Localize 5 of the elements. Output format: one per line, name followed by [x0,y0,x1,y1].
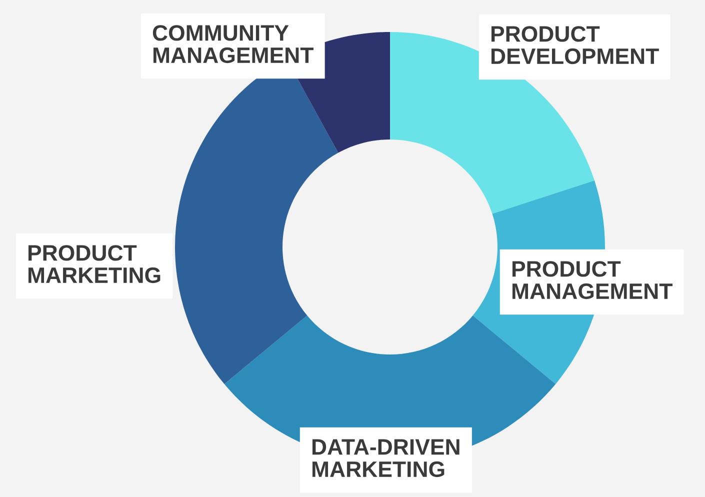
slice-label: DATA-DRIVEN MARKETING [312,439,460,478]
slice-label: PRODUCT MARKETING [28,245,160,284]
slice-label: PRODUCT MANAGEMENT [512,261,672,300]
slice-label: COMMUNITY MANAGEMENT [152,25,314,64]
slice-label: PRODUCT DEVELOPMENT [491,26,659,64]
